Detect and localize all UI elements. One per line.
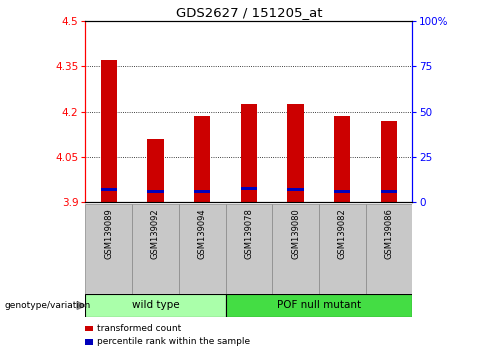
Text: GSM139094: GSM139094: [198, 208, 207, 259]
Bar: [287, 104, 304, 202]
Bar: [334, 116, 350, 202]
Text: genotype/variation: genotype/variation: [5, 301, 91, 310]
FancyBboxPatch shape: [132, 204, 179, 294]
Text: GSM139082: GSM139082: [338, 208, 347, 259]
Text: GSM139086: GSM139086: [385, 208, 393, 259]
Text: GSM139092: GSM139092: [151, 208, 160, 259]
Text: GSM139080: GSM139080: [291, 208, 300, 259]
Text: GSM139089: GSM139089: [104, 208, 113, 259]
FancyArrow shape: [77, 302, 86, 309]
FancyBboxPatch shape: [366, 204, 412, 294]
FancyBboxPatch shape: [272, 204, 319, 294]
Text: wild type: wild type: [132, 300, 179, 310]
Bar: [194, 116, 210, 202]
Bar: [241, 187, 257, 190]
Bar: [241, 104, 257, 202]
Text: transformed count: transformed count: [97, 324, 182, 333]
Bar: [334, 190, 350, 193]
FancyBboxPatch shape: [85, 204, 132, 294]
Bar: [101, 188, 117, 191]
FancyBboxPatch shape: [225, 294, 412, 317]
FancyBboxPatch shape: [85, 294, 225, 317]
Bar: [101, 60, 117, 202]
Text: percentile rank within the sample: percentile rank within the sample: [97, 337, 250, 347]
Text: GSM139078: GSM139078: [244, 208, 253, 259]
FancyBboxPatch shape: [319, 204, 366, 294]
Bar: [147, 138, 163, 202]
Bar: [287, 188, 304, 191]
Bar: [381, 190, 397, 193]
Bar: [381, 120, 397, 202]
Bar: [147, 190, 163, 193]
Text: POF null mutant: POF null mutant: [277, 300, 361, 310]
Bar: [194, 190, 210, 193]
Title: GDS2627 / 151205_at: GDS2627 / 151205_at: [176, 6, 322, 19]
FancyBboxPatch shape: [179, 204, 225, 294]
FancyBboxPatch shape: [225, 204, 272, 294]
